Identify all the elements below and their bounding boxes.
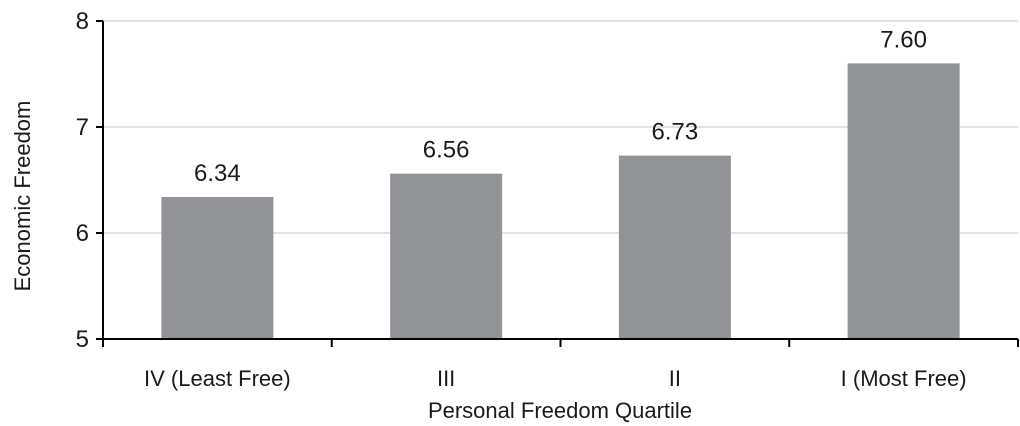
category-label-2: III [437,366,455,391]
y-axis-title: Economic Freedom [10,101,35,292]
axes [96,20,1019,347]
y-tick-label-6: 6 [76,220,89,247]
x-axis-title: Personal Freedom Quartile [428,398,692,423]
bars [161,63,960,340]
y-tick-label-5: 5 [76,326,89,353]
bar-3 [618,155,731,339]
bar-1 [161,196,274,339]
data-label-1: 6.34 [194,160,241,187]
category-label-1: IV (Least Free) [144,366,291,391]
labels: 5 6 7 8 6.34 IV (Least Free) 6.56 III 6.73 II 7.60… [76,8,967,391]
bar-4 [847,63,960,340]
category-label-3: II [669,366,681,391]
data-label-2: 6.56 [423,137,470,164]
y-tick-label-8: 8 [76,8,89,35]
data-label-3: 6.73 [652,119,699,146]
category-label-4: I (Most Free) [841,366,967,391]
y-tick-label-7: 7 [76,114,89,141]
bar-2 [390,173,503,339]
data-label-4: 7.60 [880,26,927,53]
